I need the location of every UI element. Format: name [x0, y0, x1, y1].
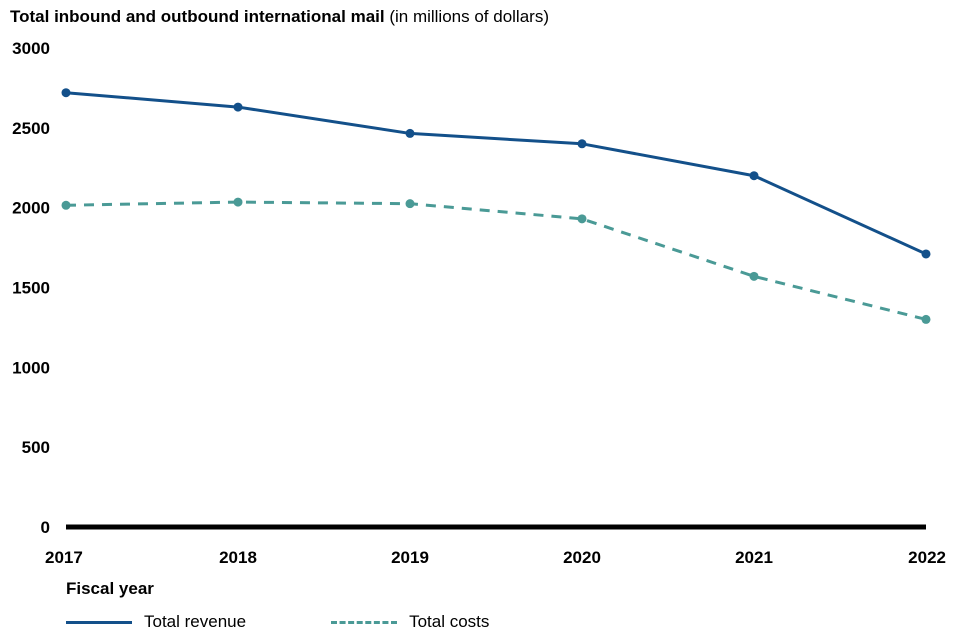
data-point-revenue: [749, 171, 759, 181]
y-tick-label: 500: [22, 438, 50, 457]
x-tick-label: 2020: [563, 548, 601, 567]
x-tick-label: 2022: [908, 548, 946, 567]
x-axis-label: Fiscal year: [66, 579, 154, 598]
legend: Total revenue Total costs: [66, 612, 574, 632]
chart-title-units: (in millions of dollars): [389, 7, 549, 26]
y-tick-label: 1500: [12, 279, 50, 298]
data-point-revenue: [233, 102, 243, 112]
y-tick-label: 1000: [12, 358, 50, 377]
legend-item-revenue: Total revenue: [66, 612, 246, 632]
chart-title: Total inbound and outbound international…: [10, 7, 549, 27]
data-point-costs: [921, 314, 931, 324]
y-tick-label: 0: [41, 518, 50, 537]
x-tick-label: 2017: [45, 548, 83, 567]
legend-item-costs: Total costs: [331, 612, 489, 632]
series-line-costs: [65, 200, 927, 321]
data-point-revenue: [921, 249, 931, 259]
y-tick-label: 2500: [12, 119, 50, 138]
data-point-costs: [405, 199, 415, 209]
series-line-revenue: [65, 91, 927, 256]
x-tick-label: 2021: [735, 548, 773, 567]
x-tick-label: 2018: [219, 548, 257, 567]
data-point-revenue: [577, 139, 587, 149]
data-point-costs: [61, 200, 71, 210]
legend-label-revenue: Total revenue: [144, 612, 247, 631]
legend-swatch-costs: [331, 620, 398, 624]
data-point-costs: [233, 197, 243, 207]
data-point-costs: [577, 214, 587, 224]
data-point-revenue: [405, 128, 415, 138]
legend-label-costs: Total costs: [409, 612, 490, 631]
y-tick-label: 2000: [12, 199, 50, 218]
data-point-revenue: [61, 88, 71, 98]
y-tick-label: 3000: [12, 39, 50, 58]
chart-title-main: Total inbound and outbound international…: [10, 7, 385, 26]
x-tick-label: 2019: [391, 548, 429, 567]
legend-swatch-revenue: [66, 620, 132, 624]
data-point-costs: [749, 271, 759, 281]
